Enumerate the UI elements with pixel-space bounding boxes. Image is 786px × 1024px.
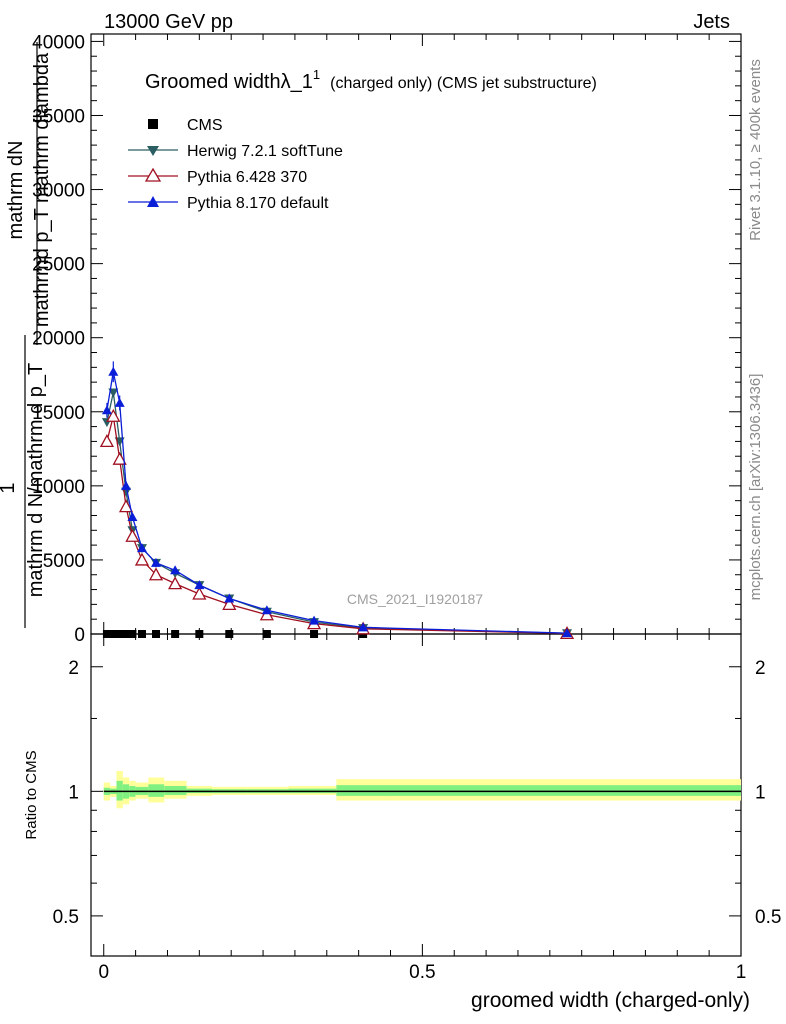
ratio-bands bbox=[103, 770, 741, 809]
main-y-tick-label: 30000 bbox=[32, 181, 85, 202]
main-y-tick-label: 5000 bbox=[43, 551, 85, 572]
data-point bbox=[128, 630, 137, 638]
y-label-line-4: mathrm d N/mathrm d p_T bbox=[25, 363, 47, 598]
data-point bbox=[310, 630, 319, 638]
legend: CMS Herwig 7.2.1 softTune Pythia 6.428 3… bbox=[128, 117, 343, 212]
data-point bbox=[194, 580, 205, 590]
series-pythia-6-428-370 bbox=[99, 408, 575, 640]
ratio-y-axis-label: Ratio to CMS bbox=[23, 750, 40, 839]
data-point bbox=[118, 499, 134, 513]
legend-entry-herwig: Herwig 7.2.1 softTune bbox=[128, 143, 343, 160]
data-point bbox=[101, 405, 112, 415]
plot-title-suffix: (charged only) (CMS jet substructure) bbox=[330, 75, 597, 92]
main-y-tick-label: 10000 bbox=[32, 477, 85, 498]
ratio-inner-band-bin bbox=[148, 784, 165, 797]
data-point bbox=[262, 630, 271, 638]
legend-marker-pythia8 bbox=[147, 196, 159, 207]
data-point bbox=[121, 480, 132, 490]
legend-label-pythia6: Pythia 6.428 370 bbox=[187, 169, 307, 186]
data-point bbox=[106, 408, 121, 422]
x-tick-label: 0 bbox=[98, 962, 109, 983]
legend-entry-cms: CMS bbox=[148, 117, 223, 134]
x-tick-label: 0.5 bbox=[409, 962, 435, 983]
data-point bbox=[192, 586, 207, 600]
data-point bbox=[225, 630, 234, 638]
data-point bbox=[358, 622, 369, 632]
y-label-line-2: mathrmd p_T mathrm dlambda bbox=[31, 52, 53, 327]
data-point bbox=[171, 630, 180, 638]
ratio-inner-band-bin bbox=[164, 786, 187, 795]
ratio-y-tick-label: 1 bbox=[68, 782, 79, 803]
ratio-y-tick-label: 2 bbox=[68, 658, 79, 679]
series-herwig-7-2-1-softtune bbox=[101, 388, 573, 639]
main-y-tick-label: 25000 bbox=[32, 255, 85, 276]
data-point bbox=[195, 630, 204, 638]
main-y-tick-label: 15000 bbox=[32, 403, 85, 424]
legend-label-cms: CMS bbox=[187, 117, 223, 134]
data-point bbox=[309, 615, 320, 625]
analysis-watermark: CMS_2021_I1920187 bbox=[347, 591, 483, 607]
legend-entry-pythia6: Pythia 6.428 370 bbox=[128, 167, 307, 186]
data-point bbox=[134, 552, 150, 566]
legend-marker-herwig bbox=[147, 146, 159, 156]
main-axis-ticks: 0 5000 10000 15000 20000 25000 30000 35000 40000 bbox=[32, 32, 742, 956]
data-point bbox=[114, 397, 125, 407]
ratio-axis-ticks: 0.5 0.5 1 1 2 2 0 0.5 1 bbox=[53, 658, 782, 983]
data-point bbox=[222, 597, 237, 611]
plot-title: Groomed widthλ_11(charged only) (CMS jet… bbox=[145, 67, 597, 93]
data-point bbox=[136, 543, 147, 553]
ratio-y-tick-label-right: 0.5 bbox=[755, 907, 781, 928]
data-point bbox=[122, 630, 131, 638]
series-line bbox=[106, 416, 568, 635]
data-point bbox=[115, 630, 124, 638]
process-label: Jets bbox=[693, 11, 730, 33]
x-axis-label: groomed width (charged-only) bbox=[471, 989, 750, 1012]
data-point bbox=[112, 451, 127, 465]
y-label-line-3: 1 bbox=[0, 482, 19, 493]
energy-label: 13000 GeV pp bbox=[104, 11, 233, 33]
ratio-inner-band-bin bbox=[336, 785, 391, 796]
series-pythia-8-170-default bbox=[101, 361, 573, 638]
data-point bbox=[137, 630, 146, 638]
data-point bbox=[562, 628, 573, 638]
data-point bbox=[224, 593, 235, 603]
data-point bbox=[168, 576, 183, 590]
legend-marker-cms bbox=[148, 119, 158, 129]
data-point bbox=[125, 528, 140, 542]
rivet-label: Rivet 3.1.10, ≥ 400k events bbox=[747, 59, 764, 241]
data-point bbox=[148, 567, 164, 581]
data-point bbox=[151, 557, 161, 567]
mcplots-label: mcplots.cern.ch [arXiv:1306.3436] bbox=[747, 374, 764, 601]
legend-entry-pythia8: Pythia 8.170 default bbox=[128, 195, 329, 212]
data-point bbox=[102, 630, 111, 638]
plot-title-superscript: 1 bbox=[313, 67, 320, 82]
main-y-tick-label: 0 bbox=[74, 625, 85, 646]
ratio-y-tick-label-right: 1 bbox=[755, 782, 766, 803]
legend-marker-pythia6 bbox=[144, 167, 162, 182]
data-point bbox=[170, 565, 181, 575]
main-y-tick-label: 20000 bbox=[32, 329, 85, 350]
ratio-inner-band-bin bbox=[390, 785, 741, 796]
main-y-axis-label: mathrm dN mathrmd p_T mathrm dlambda 1 m… bbox=[0, 42, 53, 628]
legend-label-pythia8: Pythia 8.170 default bbox=[187, 195, 329, 212]
series-line bbox=[106, 371, 568, 634]
data-point bbox=[108, 366, 119, 376]
y-label-line-1: mathrm dN bbox=[5, 141, 27, 240]
ratio-y-tick-label-right: 2 bbox=[755, 658, 766, 679]
series-line bbox=[106, 392, 568, 634]
main-y-tick-label: 35000 bbox=[32, 106, 85, 127]
data-point bbox=[152, 630, 160, 638]
data-point bbox=[99, 434, 115, 448]
data-point bbox=[261, 605, 272, 615]
ratio-y-tick-label: 0.5 bbox=[53, 907, 79, 928]
x-tick-label: 1 bbox=[736, 962, 747, 983]
series-layer bbox=[99, 361, 575, 640]
data-point bbox=[109, 630, 118, 638]
data-point bbox=[127, 511, 138, 521]
main-y-tick-label: 40000 bbox=[32, 32, 85, 53]
legend-label-herwig: Herwig 7.2.1 softTune bbox=[187, 143, 343, 160]
